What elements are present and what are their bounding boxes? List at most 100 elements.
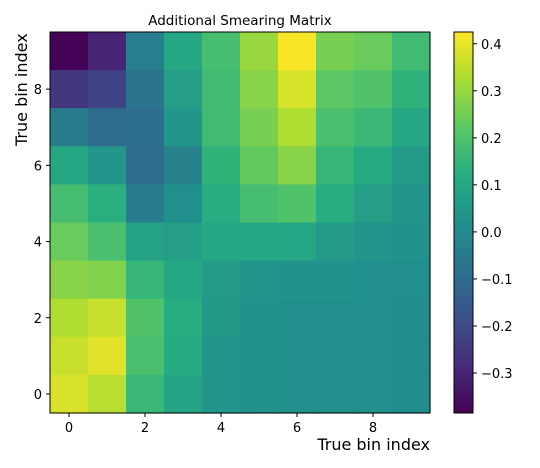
y-tick-label: 6 bbox=[34, 159, 42, 174]
heatmap-cell bbox=[126, 222, 165, 262]
x-tick-label: 2 bbox=[141, 421, 149, 436]
heatmap-cell bbox=[202, 222, 241, 262]
heatmap-cell bbox=[50, 222, 89, 262]
heatmap-cell bbox=[278, 184, 317, 224]
heatmap-cell bbox=[126, 108, 165, 147]
colorbar-tick-label: −0.2 bbox=[481, 320, 513, 335]
heatmap-cell bbox=[354, 336, 393, 376]
heatmap-cell bbox=[50, 32, 89, 71]
heatmap-cell bbox=[88, 298, 127, 338]
heatmap-cell bbox=[240, 184, 279, 224]
heatmap-cell bbox=[240, 260, 279, 300]
heatmap-cell bbox=[278, 222, 317, 262]
colorbar-ticks: −0.3 −0.2 −0.1 0.0 0.1 0.2 0.3 0.4 bbox=[473, 38, 513, 382]
heatmap-cell bbox=[392, 184, 431, 224]
heatmap-cell bbox=[164, 374, 203, 414]
colorbar-tick-label: 0.2 bbox=[481, 132, 502, 147]
colorbar bbox=[453, 31, 474, 414]
x-tick-label: 4 bbox=[217, 421, 225, 436]
heatmap-cell bbox=[202, 32, 241, 71]
heatmap-cell bbox=[240, 374, 279, 414]
heatmap-cell bbox=[392, 222, 431, 262]
heatmap-cell bbox=[278, 146, 317, 185]
heatmap-cell bbox=[240, 70, 279, 109]
heatmap-cell bbox=[316, 260, 355, 300]
chart-title: Additional Smearing Matrix bbox=[148, 13, 332, 29]
heatmap-cell bbox=[278, 70, 317, 109]
x-axis-label: True bin index bbox=[316, 435, 430, 454]
heatmap-cell bbox=[202, 146, 241, 185]
heatmap-cell bbox=[392, 374, 431, 414]
plot-frame bbox=[49, 31, 431, 414]
y-axis-ticks: 0 2 4 6 8 bbox=[34, 83, 50, 403]
heatmap-cell bbox=[50, 184, 89, 224]
heatmap-cell bbox=[354, 146, 393, 185]
heatmap-cell bbox=[354, 184, 393, 224]
heatmap-cell bbox=[126, 298, 165, 338]
heatmap-cell bbox=[316, 222, 355, 262]
y-axis-label: True bin index bbox=[12, 33, 31, 147]
heatmap-cell bbox=[392, 260, 431, 300]
heatmap-cell bbox=[126, 32, 165, 71]
heatmap-cell bbox=[126, 184, 165, 224]
heatmap-cell bbox=[354, 70, 393, 109]
heatmap-cell bbox=[202, 108, 241, 147]
heatmap-cell bbox=[202, 336, 241, 376]
heatmap-cell bbox=[278, 374, 317, 414]
heatmap-cell bbox=[50, 108, 89, 147]
heatmap-cell bbox=[316, 184, 355, 224]
heatmap-cell bbox=[392, 32, 431, 71]
heatmap-cell bbox=[392, 108, 431, 147]
heatmap-cell bbox=[202, 184, 241, 224]
heatmap-cell bbox=[126, 146, 165, 185]
heatmap-cell bbox=[316, 336, 355, 376]
heatmap-cell bbox=[202, 70, 241, 109]
heatmap-cells bbox=[50, 32, 431, 414]
heatmap-cell bbox=[392, 298, 431, 338]
heatmap-cell bbox=[278, 260, 317, 300]
y-tick-label: 0 bbox=[34, 388, 42, 403]
colorbar-tick-label: 0.3 bbox=[481, 85, 502, 100]
heatmap-cell bbox=[354, 222, 393, 262]
heatmap-cell bbox=[240, 32, 279, 71]
y-tick-label: 4 bbox=[34, 236, 42, 251]
colorbar-tick-label: 0.0 bbox=[481, 226, 502, 241]
heatmap-cell bbox=[354, 374, 393, 414]
heatmap-cell bbox=[164, 32, 203, 71]
heatmap-cell bbox=[278, 298, 317, 338]
colorbar-tick-label: 0.1 bbox=[481, 179, 502, 194]
heatmap-cell bbox=[316, 298, 355, 338]
heatmap-cell bbox=[316, 108, 355, 147]
y-tick-label: 8 bbox=[34, 83, 42, 98]
heatmap-cell bbox=[50, 298, 89, 338]
heatmap-cell bbox=[88, 108, 127, 147]
heatmap-cell bbox=[240, 146, 279, 185]
heatmap-cell bbox=[354, 32, 393, 71]
heatmap-cell bbox=[88, 336, 127, 376]
heatmap-cell bbox=[126, 336, 165, 376]
heatmap-cell bbox=[354, 108, 393, 147]
heatmap-cell bbox=[202, 298, 241, 338]
heatmap-cell bbox=[164, 298, 203, 338]
x-tick-label: 6 bbox=[293, 421, 301, 436]
heatmap-cell bbox=[126, 374, 165, 414]
heatmap-cell bbox=[316, 146, 355, 185]
heatmap-cell bbox=[392, 70, 431, 109]
heatmap-cell bbox=[164, 336, 203, 376]
heatmap-cell bbox=[278, 336, 317, 376]
heatmap-cell bbox=[88, 260, 127, 300]
x-tick-label: 0 bbox=[65, 421, 73, 436]
heatmap-cell bbox=[50, 374, 89, 414]
colorbar-tick-label: 0.4 bbox=[481, 38, 502, 53]
heatmap-cell bbox=[278, 108, 317, 147]
heatmap-cell bbox=[50, 260, 89, 300]
heatmap-cell bbox=[316, 374, 355, 414]
heatmap-cell bbox=[316, 32, 355, 71]
x-tick-label: 8 bbox=[369, 421, 377, 436]
heatmap-cell bbox=[392, 146, 431, 185]
y-tick-label: 2 bbox=[34, 312, 42, 327]
heatmap-cell bbox=[354, 298, 393, 338]
heatmap-cell bbox=[88, 146, 127, 185]
